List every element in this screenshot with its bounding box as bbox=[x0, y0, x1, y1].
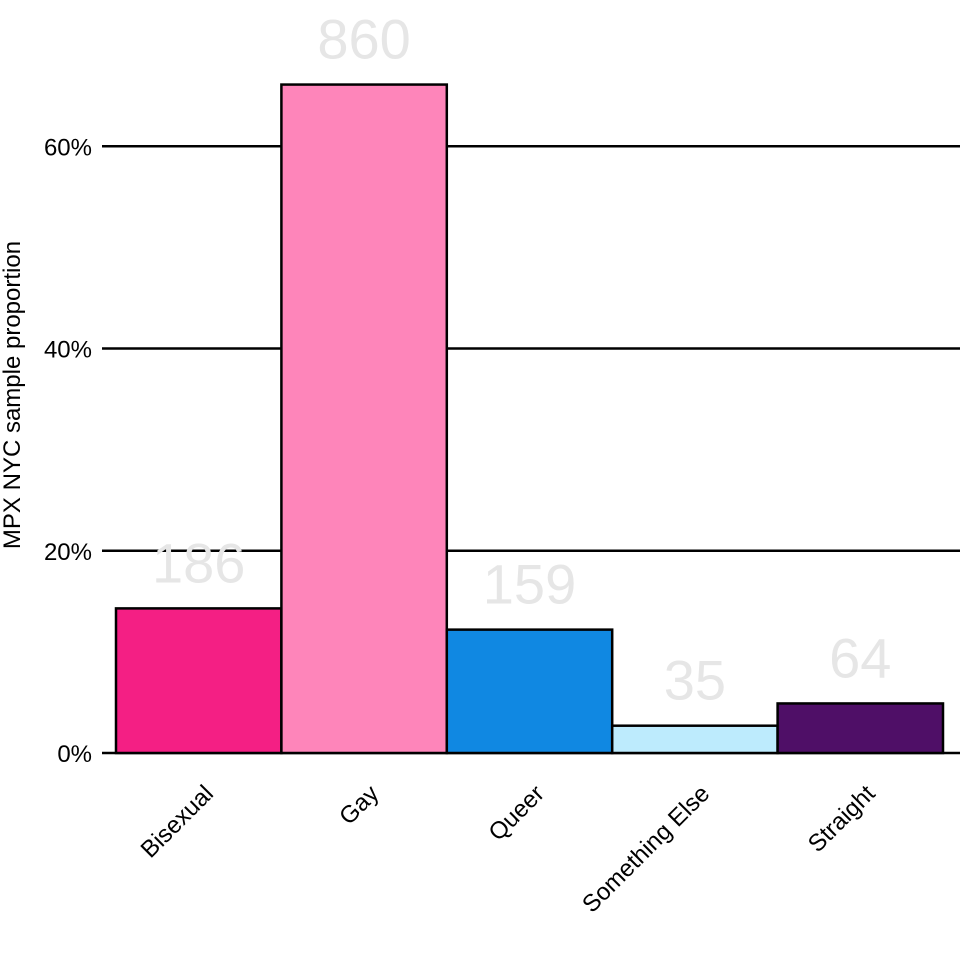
y-tick-label-0: 0% bbox=[57, 741, 92, 768]
bar-gay bbox=[280, 83, 449, 755]
bar-something-else bbox=[610, 724, 779, 755]
count-label-1: 860 bbox=[317, 8, 410, 71]
bars bbox=[114, 83, 945, 755]
count-label-0: 186 bbox=[152, 531, 245, 594]
count-labels: 186 860 159 35 64 bbox=[152, 8, 891, 712]
y-tick-label-2: 40% bbox=[44, 337, 92, 364]
x-tick-label-0: Bisexual bbox=[136, 780, 219, 863]
x-tick-label-2: Queer bbox=[483, 780, 549, 846]
y-tick-labels: 0% 20% 40% 60% bbox=[44, 134, 92, 768]
x-tick-labels: Bisexual Gay Queer Something Else Straight bbox=[136, 780, 881, 918]
bar-queer bbox=[445, 628, 614, 755]
count-label-3: 35 bbox=[664, 649, 726, 712]
bar-bisexual bbox=[114, 607, 283, 755]
count-label-2: 159 bbox=[483, 553, 576, 616]
x-tick-label-3: Something Else bbox=[577, 780, 715, 918]
bar-straight bbox=[776, 702, 945, 755]
y-tick-label-1: 20% bbox=[44, 539, 92, 566]
y-tick-label-3: 60% bbox=[44, 134, 92, 161]
x-tick-label-4: Straight bbox=[803, 780, 881, 858]
count-label-4: 64 bbox=[829, 626, 891, 689]
y-axis-title: MPX NYC sample proportion bbox=[0, 241, 26, 549]
x-tick-label-1: Gay bbox=[334, 780, 384, 830]
